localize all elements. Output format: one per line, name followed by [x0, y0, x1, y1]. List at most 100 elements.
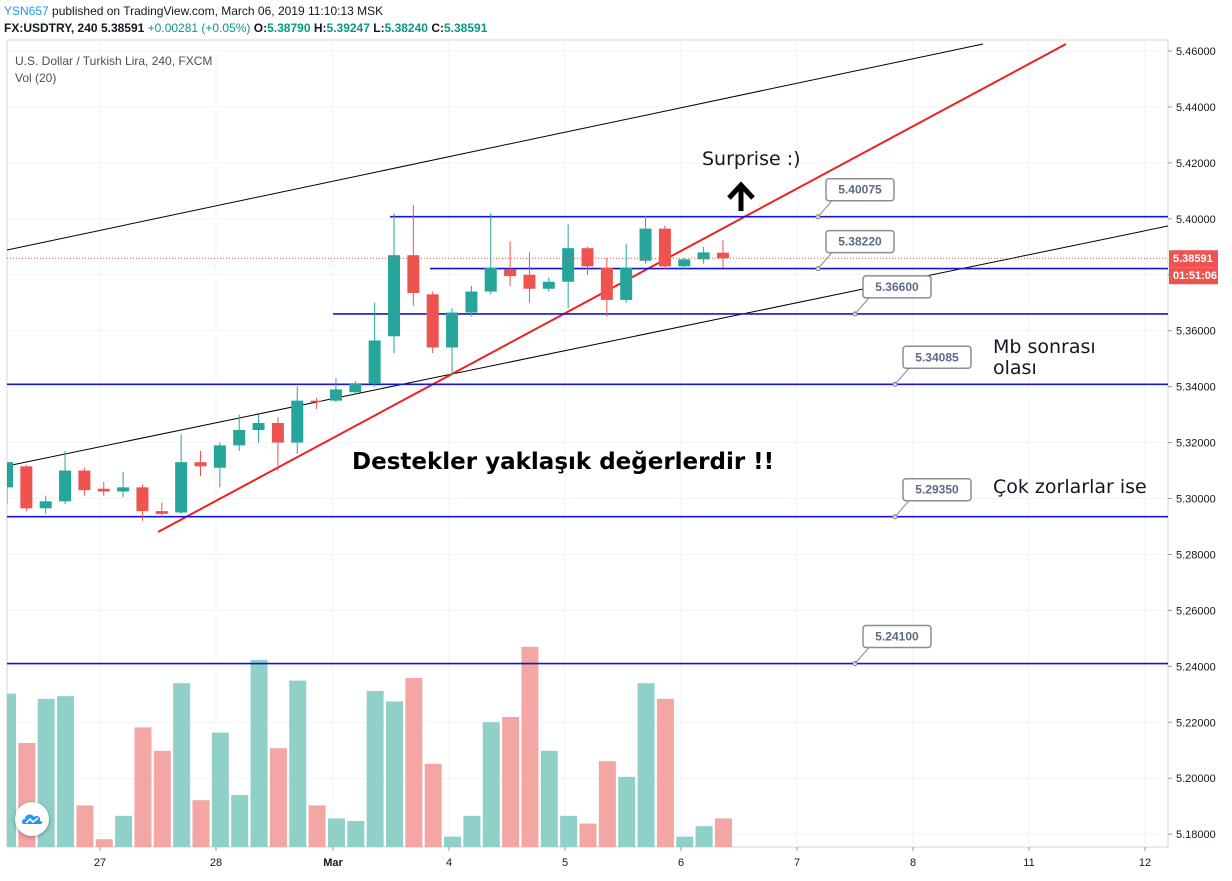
volume-bar — [7, 693, 16, 847]
close-label: C: — [431, 21, 444, 35]
price-axis[interactable]: 5.460005.440005.420005.400005.380005.360… — [1168, 46, 1216, 841]
callout-box — [902, 345, 972, 370]
callout-label: 5.36600 — [875, 280, 919, 294]
callout-box — [902, 477, 972, 502]
y-tick-label: 5.36000 — [1176, 326, 1216, 338]
upper-channel-line — [7, 43, 984, 251]
high-value: 5.39247 — [326, 21, 370, 35]
volume-bar — [153, 750, 171, 847]
time-axis[interactable]: 27 28 Mar 4 5 6 7 8 11 12 — [94, 847, 1151, 869]
candle-body — [271, 423, 284, 443]
publish-info: published on TradingView.com, March 06, … — [48, 4, 384, 18]
level-callouts: 5.40075 5.38220 5.36600 5.34085 5.29350 5.241… — [815, 177, 972, 667]
y-tick-label: 5.18000 — [1176, 829, 1216, 841]
y-tick-label: 5.40000 — [1176, 214, 1216, 226]
volume-bar — [192, 800, 210, 847]
candle-body — [600, 267, 613, 300]
symbol-label: FX:USDTRY, 240 — [4, 21, 98, 35]
candle-body — [388, 255, 400, 337]
volume-bar — [231, 795, 249, 847]
candle-body — [155, 511, 168, 514]
low-value: 5.38240 — [384, 21, 428, 35]
volume-bar — [327, 818, 345, 847]
x-tick-label: 27 — [94, 857, 106, 869]
y-tick-label: 5.42000 — [1176, 158, 1216, 170]
legend-title: U.S. Dollar / Turkish Lira, 240, FXCM — [15, 54, 212, 68]
volume-bar — [463, 815, 481, 847]
close-value: 5.38591 — [443, 21, 488, 35]
y-tick-label: 5.44000 — [1176, 102, 1216, 114]
callout-box — [862, 624, 932, 649]
candle-body — [291, 400, 304, 443]
y-tick-label: 5.20000 — [1176, 773, 1216, 785]
callout-label: 5.24100 — [875, 630, 919, 644]
volume-bar — [211, 732, 229, 847]
legend: U.S. Dollar / Turkish Lira, 240, FXCM Vo… — [15, 54, 212, 85]
cloud-icon — [21, 814, 43, 824]
last-price-marker: 5.38591 01:51:06 — [7, 250, 1218, 285]
y-tick-label: 5.28000 — [1176, 549, 1216, 561]
candle-body — [213, 445, 226, 468]
x-tick-label: 6 — [678, 857, 684, 869]
volume-bar — [521, 646, 539, 847]
y-tick-label: 5.26000 — [1176, 605, 1216, 617]
annotations: Surprise :) Mb sonrası olası Çok zorlarl… — [352, 148, 1147, 498]
surprise-text: Surprise :) — [702, 148, 801, 170]
volume-bar — [540, 750, 558, 847]
candle-body — [136, 487, 149, 512]
candle-body — [697, 252, 710, 260]
x-tick-label: 12 — [1139, 857, 1151, 869]
volume-bar — [250, 659, 268, 847]
callout-label: 5.34085 — [915, 350, 959, 364]
volume-bar — [173, 683, 191, 847]
candle-body — [329, 389, 342, 401]
candle-body — [20, 466, 33, 509]
candle-body — [310, 400, 323, 403]
volume-bar — [714, 818, 732, 847]
volume-bar — [560, 815, 578, 847]
x-tick-label: 7 — [794, 857, 800, 869]
x-tick-label: 5 — [562, 857, 568, 869]
y-tick-label: 5.24000 — [1176, 661, 1216, 673]
y-tick-label: 5.22000 — [1176, 717, 1216, 729]
candle-body — [78, 470, 91, 491]
volume-bar — [502, 717, 520, 847]
volume-bar — [695, 826, 713, 847]
y-tick-label: 5.34000 — [1176, 382, 1216, 394]
volume-bar — [76, 805, 94, 847]
volume-bar — [598, 761, 616, 847]
mb-text-2: olası — [993, 357, 1037, 379]
volume-bar — [115, 815, 133, 847]
volume-bar — [637, 683, 655, 847]
candle-body — [233, 429, 246, 446]
candle-body — [620, 267, 633, 300]
tradingview-logo[interactable] — [15, 802, 49, 836]
x-tick-label: 8 — [910, 857, 916, 869]
mb-text-1: Mb sonrası — [993, 336, 1096, 358]
open-value: 5.38790 — [267, 21, 311, 35]
last-price-label: 5.38591 — [1173, 253, 1213, 265]
candle-body — [562, 248, 575, 282]
volume-bar — [444, 836, 462, 847]
volume-bar — [482, 722, 500, 847]
callout-label: 5.38220 — [838, 235, 882, 249]
candle-body — [39, 501, 52, 509]
candle-body — [407, 255, 420, 293]
high-label: H: — [313, 21, 327, 35]
candle-body — [59, 470, 72, 502]
callout-label: 5.29350 — [915, 483, 959, 497]
author-link[interactable]: YSN657 — [4, 4, 49, 18]
support-levels[interactable] — [7, 215, 1168, 665]
candle-body — [504, 269, 517, 277]
candle-body — [716, 252, 729, 259]
y-tick-label: 5.32000 — [1176, 438, 1216, 450]
volume-bar — [618, 776, 636, 847]
y-tick-label: 5.46000 — [1176, 46, 1216, 58]
candle-body — [175, 462, 188, 513]
candle-body — [7, 462, 13, 488]
callout-box — [825, 229, 895, 254]
candle-body — [426, 294, 439, 348]
volume-bar — [579, 823, 597, 847]
volume-bar — [95, 839, 113, 847]
